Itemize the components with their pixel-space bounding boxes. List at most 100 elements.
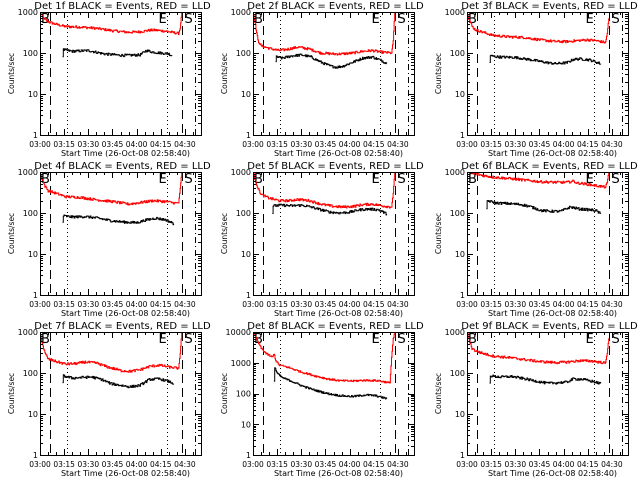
x-axis-label: Start Time (26-Oct-08 02:58:40) bbox=[274, 469, 403, 478]
y-tick-label: 100 bbox=[23, 49, 38, 58]
panel-title: Det 1f BLACK = Events, RED = LLD bbox=[34, 1, 211, 12]
y-tick-label: 10 bbox=[28, 90, 38, 99]
y-axis-label: Counts/sec bbox=[220, 53, 229, 94]
x-tick-label: 03:15 bbox=[266, 460, 288, 469]
x-tick-label: 03:45 bbox=[529, 460, 551, 469]
y-axis-label: Counts/sec bbox=[434, 53, 443, 94]
x-tick-label: 03:15 bbox=[266, 300, 288, 309]
x-axis-label: Start Time (26-Oct-08 02:58:40) bbox=[274, 309, 403, 318]
x-tick-label: 03:30 bbox=[504, 300, 526, 309]
panel-title: Det 6f BLACK = Events, RED = LLD bbox=[461, 161, 638, 172]
panel-title: Det 9f BLACK = Events, RED = LLD bbox=[461, 321, 638, 332]
y-tick-label: 100 bbox=[450, 49, 465, 58]
y-tick-label: 1000 bbox=[18, 168, 38, 177]
x-tick-label: 03:30 bbox=[290, 300, 312, 309]
x-tick-label: 03:00 bbox=[242, 300, 264, 309]
y-tick-label: 10 bbox=[455, 410, 465, 419]
series-line-lld bbox=[40, 332, 183, 373]
marker-label-s: S bbox=[185, 172, 193, 187]
x-tick-label: 03:45 bbox=[315, 140, 337, 149]
marker-label-b: B bbox=[468, 12, 477, 27]
marker-label-b: B bbox=[41, 172, 50, 187]
y-tick-label: 10 bbox=[455, 250, 465, 259]
x-axis-label: Start Time (26-Oct-08 02:58:40) bbox=[488, 309, 617, 318]
y-tick-label: 100 bbox=[236, 209, 251, 218]
x-tick-label: 04:30 bbox=[601, 460, 623, 469]
x-tick-label: 04:15 bbox=[577, 300, 599, 309]
x-tick-label: 04:00 bbox=[553, 140, 575, 149]
y-tick-label: 100 bbox=[23, 209, 38, 218]
x-tick-label: 03:00 bbox=[29, 300, 51, 309]
x-tick-label: 04:15 bbox=[363, 140, 385, 149]
x-tick-label: 03:00 bbox=[242, 460, 264, 469]
y-axis-label: Counts/sec bbox=[434, 213, 443, 254]
x-tick-label: 03:15 bbox=[480, 460, 502, 469]
y-tick-label: 1000 bbox=[231, 8, 251, 17]
x-tick-label: 03:30 bbox=[504, 140, 526, 149]
x-tick-label: 04:30 bbox=[174, 140, 196, 149]
x-tick-label: 04:30 bbox=[387, 460, 409, 469]
series-line-events bbox=[489, 54, 602, 65]
y-tick-label: 1000 bbox=[445, 8, 465, 17]
x-tick-label: 03:15 bbox=[53, 460, 75, 469]
y-tick-label: 1000 bbox=[18, 328, 38, 337]
series-line-lld bbox=[253, 172, 396, 209]
x-tick-label: 03:45 bbox=[102, 300, 124, 309]
y-axis-label: Counts/sec bbox=[434, 373, 443, 414]
y-tick-label: 100 bbox=[236, 49, 251, 58]
y-axis-label: Counts/sec bbox=[7, 213, 16, 254]
y-tick-label: 10 bbox=[28, 250, 38, 259]
marker-label-s: S bbox=[185, 12, 193, 27]
x-tick-label: 04:30 bbox=[601, 300, 623, 309]
x-tick-label: 03:45 bbox=[529, 300, 551, 309]
x-tick-label: 03:30 bbox=[77, 140, 99, 149]
y-tick-label: 1000 bbox=[18, 8, 38, 17]
x-tick-label: 04:15 bbox=[150, 460, 172, 469]
y-tick-label: 100 bbox=[450, 369, 465, 378]
y-tick-label: 10 bbox=[28, 410, 38, 419]
marker-label-e: E bbox=[372, 332, 380, 347]
series-line-lld bbox=[40, 12, 183, 36]
y-tick-label: 10 bbox=[241, 250, 251, 259]
y-tick-label: 10 bbox=[241, 90, 251, 99]
series-line-lld bbox=[467, 332, 610, 365]
panel-title: Det 7f BLACK = Events, RED = LLD bbox=[34, 321, 211, 332]
series-line-lld bbox=[467, 12, 610, 44]
marker-label-s: S bbox=[398, 172, 406, 187]
x-tick-label: 03:15 bbox=[266, 140, 288, 149]
y-tick-label: 100 bbox=[450, 209, 465, 218]
x-tick-label: 03:45 bbox=[102, 140, 124, 149]
x-tick-label: 04:00 bbox=[553, 460, 575, 469]
x-tick-label: 04:00 bbox=[339, 300, 361, 309]
marker-label-e: E bbox=[159, 12, 167, 27]
marker-label-b: B bbox=[468, 172, 477, 187]
x-tick-label: 03:30 bbox=[290, 140, 312, 149]
marker-label-e: E bbox=[372, 12, 380, 27]
x-tick-label: 04:15 bbox=[150, 300, 172, 309]
y-tick-label: 1 bbox=[460, 291, 465, 300]
marker-label-b: B bbox=[468, 332, 477, 347]
y-tick-label: 1000 bbox=[445, 168, 465, 177]
x-axis-label: Start Time (26-Oct-08 02:58:40) bbox=[61, 309, 190, 318]
series-line-events bbox=[489, 374, 602, 385]
panel-title: Det 5f BLACK = Events, RED = LLD bbox=[247, 161, 424, 172]
x-tick-label: 03:30 bbox=[77, 460, 99, 469]
marker-label-e: E bbox=[586, 172, 594, 187]
marker-label-s: S bbox=[612, 332, 620, 347]
marker-label-s: S bbox=[612, 12, 620, 27]
series-line-lld bbox=[253, 332, 396, 384]
series-line-events bbox=[272, 203, 388, 216]
x-axis-label: Start Time (26-Oct-08 02:58:40) bbox=[61, 149, 190, 158]
marker-label-s: S bbox=[612, 172, 620, 187]
marker-label-b: B bbox=[41, 332, 50, 347]
series-line-lld bbox=[40, 172, 183, 206]
x-tick-label: 03:45 bbox=[102, 460, 124, 469]
